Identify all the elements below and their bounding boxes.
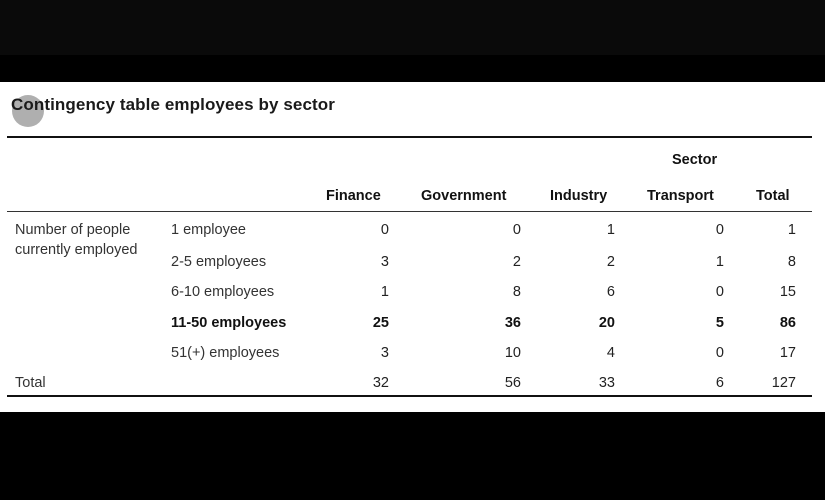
table-cell: 5 xyxy=(715,315,724,331)
total-cell: 56 xyxy=(504,375,521,391)
table-cell: 2 xyxy=(512,254,521,270)
total-row-label: Total xyxy=(15,375,46,391)
table-cell: 8 xyxy=(512,284,521,300)
table-cell: 0 xyxy=(715,222,724,238)
top-bar xyxy=(0,0,825,55)
table-cell: 6 xyxy=(606,284,615,300)
total-cell: 32 xyxy=(372,375,389,391)
table-cell: 4 xyxy=(606,345,615,361)
row-label: 6-10 employees xyxy=(171,284,275,300)
table-panel: Contingency table employees by sector Se… xyxy=(0,82,825,412)
cursor-highlight xyxy=(12,95,44,127)
table-cell: 15 xyxy=(779,284,796,300)
col-header-industry: Industry xyxy=(550,188,608,204)
row-label: 51(+) employees xyxy=(171,345,280,361)
row-label: 2-5 employees xyxy=(171,254,267,270)
table-cell: 86 xyxy=(779,315,796,331)
col-header-finance: Finance xyxy=(326,188,381,204)
table-cell: 1 xyxy=(606,222,615,238)
table-cell: 2 xyxy=(606,254,615,270)
total-cell: 33 xyxy=(598,375,615,391)
header-rule xyxy=(7,211,812,212)
table-cell: 0 xyxy=(715,284,724,300)
table-cell: 20 xyxy=(598,315,615,331)
total-cell: 127 xyxy=(771,375,796,391)
table-cell: 3 xyxy=(380,345,389,361)
row-group-label: Number of people currently employed xyxy=(15,222,138,258)
table-cell: 3 xyxy=(380,254,389,270)
table-title: Contingency table employees by sector xyxy=(11,95,335,114)
table-cell: 1 xyxy=(715,254,724,270)
col-header-transport: Transport xyxy=(647,188,714,204)
total-cell: 6 xyxy=(715,375,724,391)
table-cell: 17 xyxy=(779,345,796,361)
row-label: 1 employee xyxy=(171,222,246,238)
table-cell: 8 xyxy=(787,254,796,270)
table-cell: 0 xyxy=(715,345,724,361)
top-rule xyxy=(7,136,812,138)
row-label: 11-50 employees xyxy=(171,315,287,331)
table-cell: 36 xyxy=(504,315,521,331)
table-cell: 1 xyxy=(380,284,389,300)
col-header-government: Government xyxy=(421,188,507,204)
table-cell: 10 xyxy=(504,345,521,361)
bottom-rule xyxy=(7,395,812,397)
table-cell: 25 xyxy=(372,315,389,331)
table-cell: 1 xyxy=(787,222,796,238)
table-cell: 0 xyxy=(380,222,389,238)
column-group-label: Sector xyxy=(672,152,718,168)
col-header-total: Total xyxy=(756,188,790,204)
table-cell: 0 xyxy=(512,222,521,238)
